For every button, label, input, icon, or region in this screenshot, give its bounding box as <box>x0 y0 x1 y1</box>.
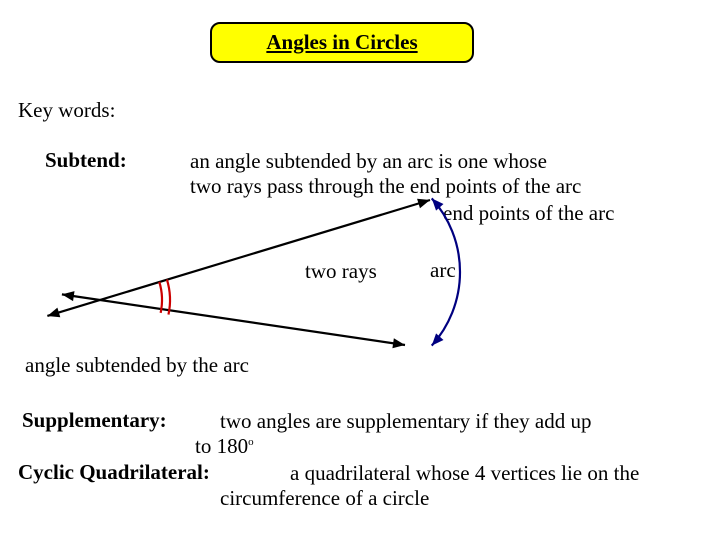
subtend-diagram <box>0 0 720 540</box>
